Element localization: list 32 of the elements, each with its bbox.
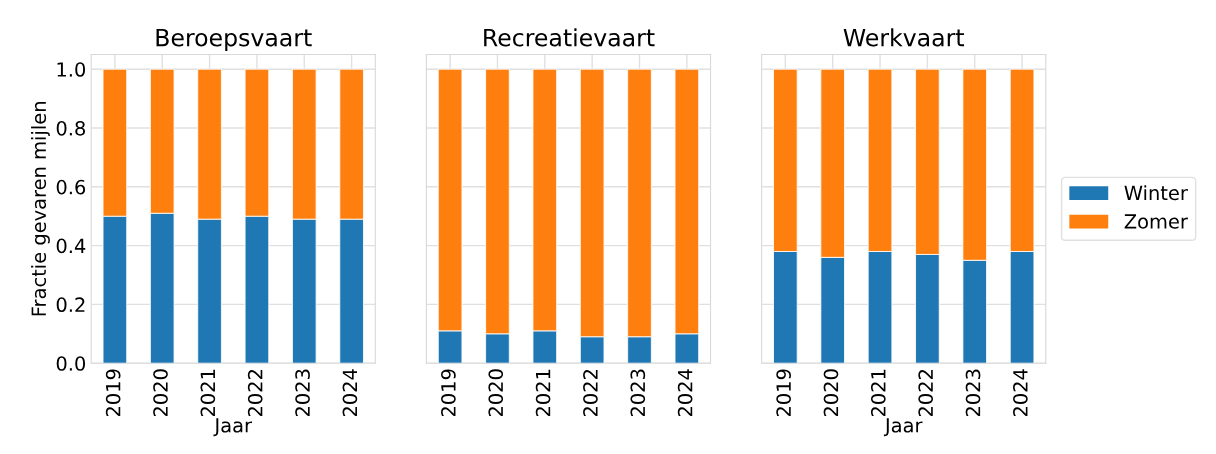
x-tick-label: 2020 — [823, 369, 839, 417]
x-tick-label: 2024 — [342, 369, 358, 417]
y-tick-label: 0.4 — [56, 238, 86, 254]
x-tick-label: 2023 — [630, 369, 646, 417]
x-tick-label: 2020 — [153, 369, 168, 417]
x-tick-label: 2023 — [295, 369, 310, 417]
x-axis-title: Jaar — [883, 418, 923, 437]
y-tick-label: 0.0 — [56, 356, 86, 371]
x-axis-title: Jaar — [213, 418, 253, 437]
y-axis-title: Fractie gevaren mijlen — [31, 102, 50, 316]
x-tick-label: 2024 — [1013, 369, 1028, 417]
x-tick-label: 2024 — [677, 369, 693, 417]
x-tick-label: 2021 — [870, 369, 886, 417]
x-tick-label: 2022 — [247, 370, 263, 417]
x-tick-label: 2021 — [200, 369, 216, 417]
y-tick-label: 0.2 — [56, 297, 85, 313]
legend-label: Zomer — [1124, 214, 1188, 229]
y-tick-label: 1.0 — [57, 62, 86, 77]
x-tick-label: 2019 — [105, 369, 121, 417]
chart-title: Beroepsvaart — [156, 28, 312, 52]
y-tick-label: 0.6 — [56, 179, 86, 195]
x-tick-label: 2019 — [776, 369, 791, 417]
legend-label: Winter — [1124, 185, 1188, 201]
x-tick-label: 2022 — [918, 370, 934, 417]
y-tick-label: 0.8 — [56, 120, 86, 136]
x-tick-label: 2021 — [535, 369, 551, 417]
x-tick-label: 2020 — [488, 369, 504, 417]
x-tick-label: 2019 — [441, 369, 456, 417]
x-tick-label: 2022 — [583, 370, 598, 417]
chart-title: Recreatievaart — [484, 28, 655, 47]
x-tick-label: 2023 — [965, 369, 981, 417]
chart-title: Werkvaart — [843, 28, 965, 47]
